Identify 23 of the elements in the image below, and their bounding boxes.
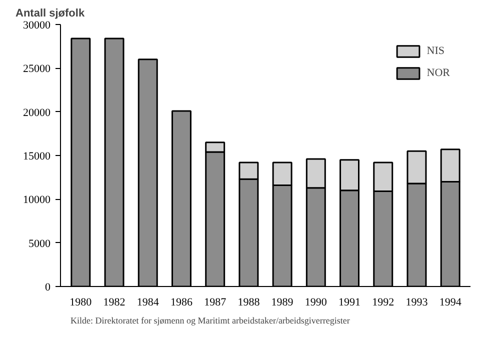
legend-label: NOR <box>426 67 450 79</box>
x-tick-label: 1992 <box>372 296 394 308</box>
y-tick-label: 0 <box>45 282 51 294</box>
legend-label: NIS <box>426 45 446 57</box>
y-tick-label: 15000 <box>23 150 51 162</box>
x-tick-label: 1987 <box>204 296 227 308</box>
text: Kilde: Direktoratet for sjømenn og Maritimt arbeidstaker/arbeidsgiverregister <box>70 316 350 326</box>
y-tick-label: 10000 <box>23 194 51 206</box>
x-tick-label: 1986 <box>170 296 193 308</box>
x-tick-label: 1982 <box>103 296 126 308</box>
x-tick-label: 1990 <box>304 296 328 308</box>
y-axis-title: Antall sjøfolk <box>16 8 86 20</box>
x-tick-label: 1994 <box>439 296 462 308</box>
y-tick-label: 30000 <box>23 20 51 32</box>
y-tick-label: 25000 <box>23 63 51 76</box>
x-tick-label: 1991 <box>338 296 361 308</box>
y-tick-label: 20000 <box>23 106 51 119</box>
x-tick-label: 1989 <box>271 296 294 308</box>
y-tick-label: 5000 <box>28 238 51 250</box>
x-tick-label: 1980 <box>70 296 92 308</box>
x-tick-label: 1984 <box>136 296 160 308</box>
x-tick-label: 1988 <box>238 296 260 308</box>
x-tick-label: 1993 <box>406 296 428 308</box>
